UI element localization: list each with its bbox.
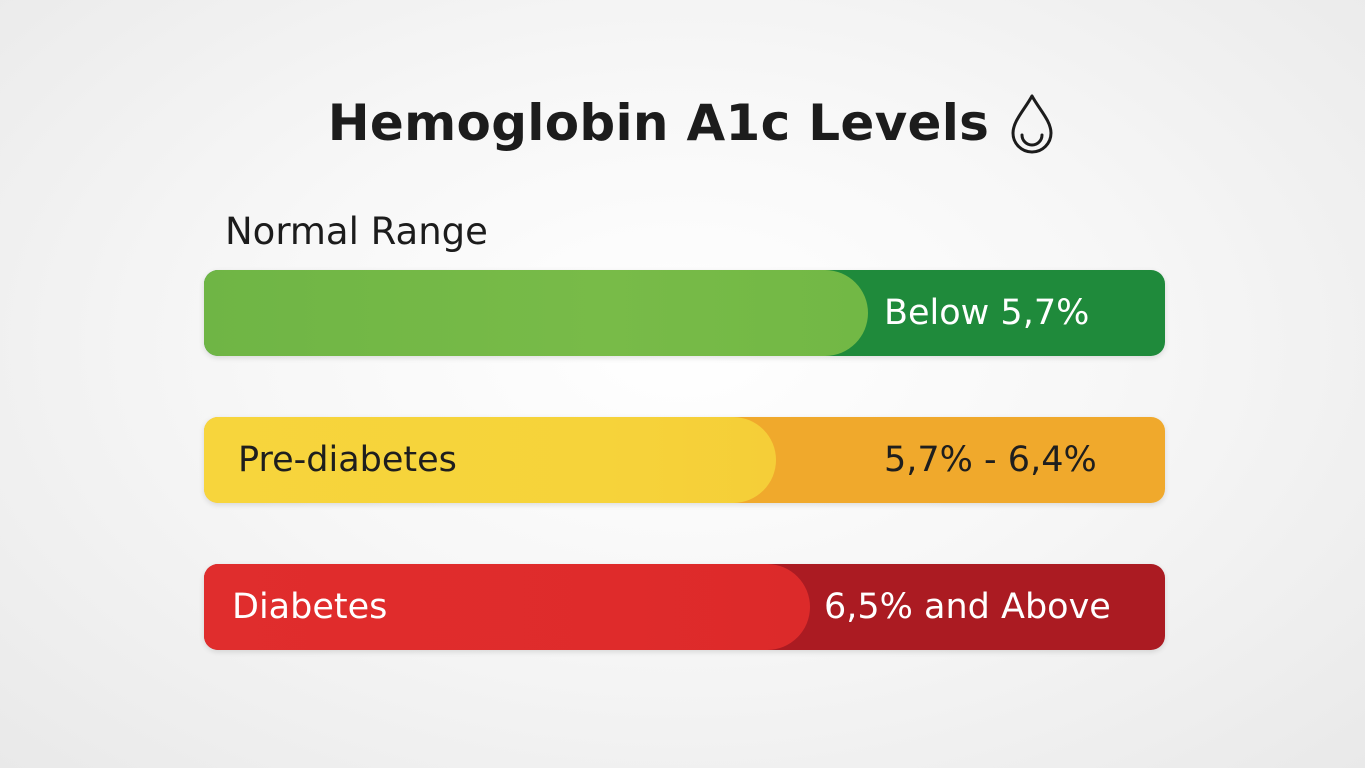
level-name-text: Pre-diabetes bbox=[238, 440, 457, 480]
level-bar-prediabetes: Pre-diabetes 5,7% - 6,4% bbox=[204, 417, 1165, 503]
normal-range-label: Normal Range bbox=[225, 210, 488, 253]
level-range-text: 6,5% and Above bbox=[824, 587, 1111, 627]
blood-drop-icon bbox=[1011, 94, 1053, 154]
page-title: Hemoglobin A1c Levels bbox=[327, 94, 990, 152]
level-range-text: 5,7% - 6,4% bbox=[884, 440, 1097, 480]
level-bar-name-segment bbox=[204, 417, 776, 503]
level-bar-name-segment bbox=[204, 564, 810, 650]
title-row: Hemoglobin A1c Levels bbox=[0, 88, 1365, 158]
level-bar-normal: Below 5,7% bbox=[204, 270, 1165, 356]
level-range-text: Below 5,7% bbox=[884, 293, 1090, 333]
level-bar-name-segment bbox=[204, 270, 868, 356]
level-bar-diabetes: Diabetes 6,5% and Above bbox=[204, 564, 1165, 650]
level-name-text: Diabetes bbox=[232, 587, 388, 627]
